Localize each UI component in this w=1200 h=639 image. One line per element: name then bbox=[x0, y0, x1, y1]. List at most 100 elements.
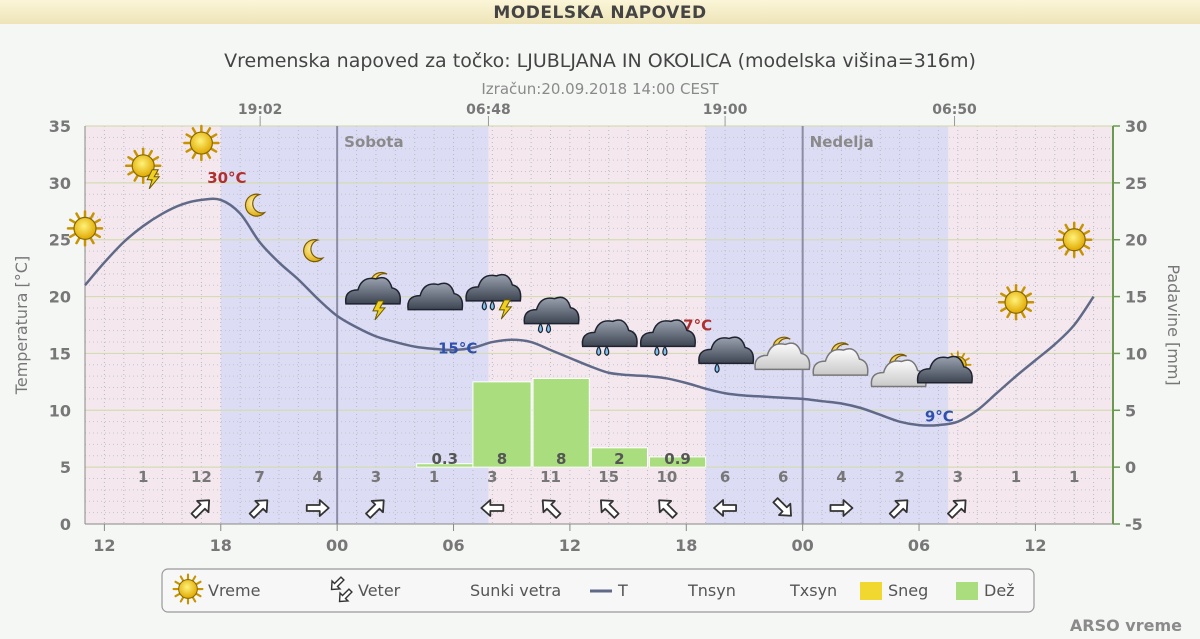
weather-icon-cloud-moon-thunder bbox=[344, 271, 402, 321]
legend-snow-swatch bbox=[860, 582, 882, 600]
weather-icon-sun bbox=[1055, 221, 1093, 258]
legend-label: Txsyn bbox=[789, 581, 837, 600]
rain-drop bbox=[654, 345, 660, 357]
wind-arrow-shape bbox=[829, 499, 854, 517]
weather-icon-cloud-moon bbox=[812, 342, 869, 376]
y2-axis-title: Padavine [mm] bbox=[1164, 264, 1183, 385]
sun-ray bbox=[185, 133, 194, 139]
rain-bar-label: 8 bbox=[497, 450, 507, 468]
forecast-chart: Vremenska napoved za točko: LJUBLJANA IN… bbox=[12, 50, 1183, 613]
weather-icon-cloud-thunder-rain bbox=[465, 273, 522, 320]
sun-disc bbox=[189, 131, 213, 155]
y-tick-label: 20 bbox=[49, 288, 71, 307]
wind-arrow bbox=[658, 499, 678, 519]
sun-ray bbox=[179, 575, 185, 582]
gust-value: 4 bbox=[836, 468, 846, 486]
temp-extreme-label: 30°C bbox=[207, 169, 246, 187]
legend-item: Sneg bbox=[860, 581, 928, 600]
sun-ray bbox=[133, 174, 139, 182]
gust-value: 4 bbox=[313, 468, 323, 486]
sun-ray bbox=[961, 352, 966, 359]
legend-label: T bbox=[617, 581, 628, 600]
page-title: MODELSKA NAPOVED bbox=[493, 3, 707, 23]
gust-value: 1 bbox=[429, 468, 439, 486]
cloud-shape bbox=[523, 296, 580, 325]
sun-ray bbox=[1082, 229, 1091, 236]
sun-ray bbox=[964, 357, 970, 362]
sun-ray bbox=[151, 156, 160, 162]
legend-wind-arrow bbox=[338, 588, 353, 603]
sun-ray bbox=[191, 151, 198, 160]
legend-label: Vreme bbox=[208, 581, 260, 600]
wind-arrow-shape bbox=[365, 499, 385, 519]
sun-disc bbox=[131, 154, 155, 178]
sun-ray bbox=[209, 133, 218, 139]
wind-arrow-shape bbox=[600, 499, 620, 519]
sun-ray bbox=[1064, 247, 1070, 256]
legend-label: Veter bbox=[358, 581, 401, 600]
wind-arrow-shape bbox=[305, 499, 330, 517]
weather-icon-moon bbox=[244, 193, 267, 217]
sun-ray bbox=[93, 218, 101, 225]
gust-value: 15 bbox=[598, 468, 619, 486]
moon-shape bbox=[303, 239, 325, 263]
sun-disc bbox=[73, 216, 97, 240]
legend-label: Dež bbox=[984, 581, 1015, 600]
wind-arrow bbox=[829, 499, 854, 517]
chart-title: Vremenska napoved za točko: LJUBLJANA IN… bbox=[224, 50, 976, 72]
x-tick-label: 12 bbox=[559, 536, 581, 555]
sun-time-label: 06:48 bbox=[466, 102, 511, 118]
sun-ray bbox=[1006, 286, 1012, 294]
cloud-shape bbox=[698, 336, 755, 365]
gust-value: 1 bbox=[1011, 468, 1021, 486]
y2-tick-label: 25 bbox=[1125, 174, 1147, 193]
wind-arrow bbox=[480, 499, 505, 517]
day-label: Nedelja bbox=[810, 133, 874, 151]
sun-ray bbox=[1006, 310, 1012, 319]
rain-bar-label: 2 bbox=[614, 450, 624, 468]
cloud-shape bbox=[754, 342, 811, 371]
sun-time-label: 06:50 bbox=[932, 102, 977, 118]
wind-arrow bbox=[947, 499, 967, 519]
rain-bar bbox=[532, 377, 590, 468]
legend-item: Sunki vetra bbox=[470, 581, 561, 600]
sun-disc bbox=[178, 579, 198, 599]
y2-tick-label: 5 bbox=[1125, 401, 1136, 420]
x-tick-label: 06 bbox=[442, 536, 464, 555]
y-tick-label: 30 bbox=[49, 174, 71, 193]
sun-ray bbox=[69, 232, 77, 239]
credit-label: ARSO vreme bbox=[1069, 616, 1182, 635]
legend-wind-arrow bbox=[330, 576, 345, 591]
wind-arrow-shape bbox=[772, 497, 792, 517]
sun-ray bbox=[1024, 292, 1032, 299]
sun-ray bbox=[1020, 310, 1026, 319]
cloud-shape bbox=[344, 276, 402, 305]
rain-bar-label: 0.3 bbox=[432, 450, 459, 468]
sun-ray bbox=[1058, 229, 1066, 236]
weather-icon-cloud-sun bbox=[916, 351, 973, 384]
sun-ray bbox=[1078, 247, 1084, 256]
sun-ray bbox=[89, 236, 95, 245]
x-tick-label: 18 bbox=[210, 536, 232, 555]
cloud-shape bbox=[916, 355, 973, 384]
wind-arrow-shape bbox=[658, 499, 678, 519]
sun-ray bbox=[195, 580, 202, 586]
weather-icon-cloud-rain bbox=[523, 296, 580, 334]
wind-arrow-shape bbox=[713, 499, 737, 517]
y-tick-label: 10 bbox=[49, 401, 71, 420]
sun-ray bbox=[127, 170, 135, 176]
sun-ray bbox=[1024, 306, 1032, 313]
legend-wind-icon bbox=[330, 576, 353, 603]
sun-ray bbox=[1000, 306, 1008, 313]
rain-bar bbox=[472, 381, 532, 468]
weather-icon-cloud-moon bbox=[754, 336, 811, 371]
weather-icon-moon bbox=[303, 239, 325, 263]
legend-wind-arrow-shape bbox=[330, 576, 345, 591]
sun-ray bbox=[133, 149, 139, 158]
sun-ray bbox=[191, 596, 197, 603]
wind-arrow bbox=[365, 499, 385, 519]
legend-item: Tnsyn bbox=[687, 581, 736, 600]
legend-rain-swatch bbox=[956, 582, 978, 600]
rain-bar bbox=[590, 447, 648, 468]
wind-arrow-shape bbox=[888, 499, 909, 519]
